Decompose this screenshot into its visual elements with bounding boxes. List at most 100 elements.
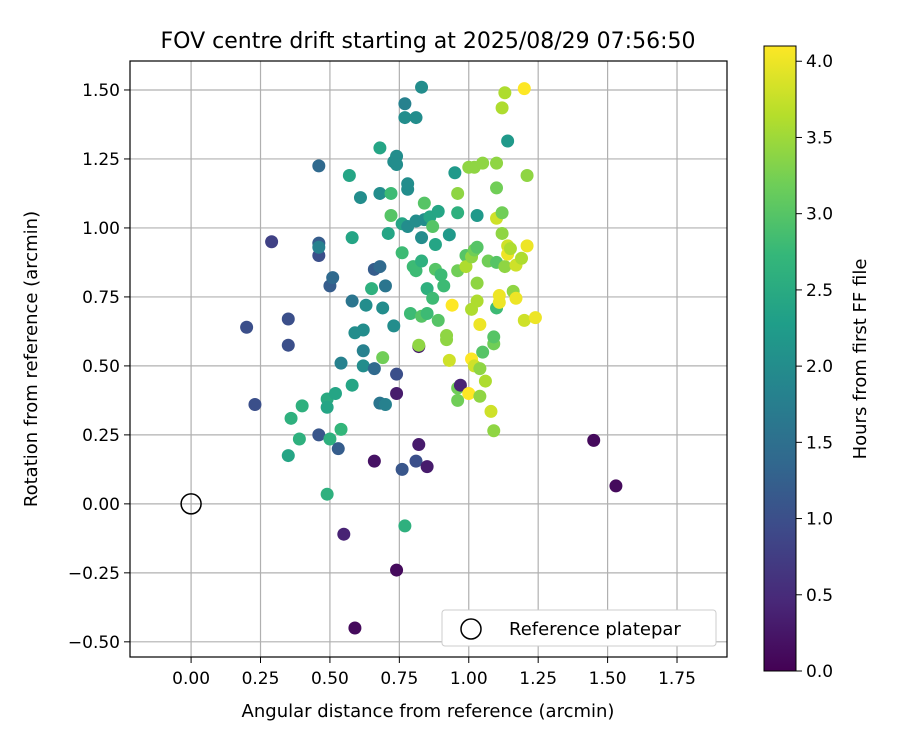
legend-box: [441, 609, 717, 647]
data-point: [367, 362, 381, 376]
data-point: [437, 279, 451, 293]
data-point: [381, 226, 395, 240]
y-axis-label: Rotation from reference (arcmin): [21, 211, 42, 507]
data-point: [356, 359, 370, 373]
data-point: [453, 378, 467, 392]
chart-title: FOV centre drift starting at 2025/08/29 …: [161, 29, 696, 54]
data-point: [498, 260, 512, 274]
data-point: [501, 134, 515, 148]
data-point: [495, 206, 509, 220]
data-point: [492, 289, 506, 303]
data-point: [609, 479, 623, 493]
y-tick-label: 1.50: [82, 81, 120, 101]
colorbar-tick-label: 4.0: [806, 52, 833, 72]
data-point: [265, 235, 279, 249]
x-tick-layer: 0.00 0.25 0.50 0.75 1.00 1.25 1.50 1.75: [172, 657, 696, 689]
data-point: [434, 268, 448, 282]
data-point: [367, 454, 381, 468]
data-point: [284, 411, 298, 425]
x-tick-label: 0.75: [380, 669, 418, 689]
data-point: [470, 240, 484, 254]
data-point: [398, 111, 412, 125]
data-point: [345, 378, 359, 392]
colorbar-tick-layer: 0.0 0.5 1.0 1.5 2.0 2.5 3.0 3.5 4.0: [796, 52, 833, 682]
data-point: [345, 231, 359, 245]
data-point: [442, 353, 456, 367]
data-point: [417, 196, 431, 210]
data-point: [312, 428, 326, 442]
data-point: [478, 374, 492, 388]
data-point: [390, 157, 404, 171]
data-point: [420, 306, 434, 320]
x-axis-label: Angular distance from reference (arcmin): [242, 701, 615, 722]
data-point: [409, 454, 423, 468]
data-point: [415, 80, 429, 94]
colorbar-label: Hours from first FF file: [850, 259, 871, 460]
data-point: [412, 438, 426, 452]
data-point: [503, 242, 517, 256]
colorbar-tick-label: 1.0: [806, 510, 833, 530]
data-point: [390, 386, 404, 400]
data-point: [376, 301, 390, 315]
y-tick-label: −0.25: [68, 564, 120, 584]
data-point: [359, 298, 373, 312]
data-point: [409, 111, 423, 125]
data-point: [470, 276, 484, 290]
data-point: [365, 282, 379, 296]
data-point: [345, 294, 359, 308]
data-point: [509, 291, 523, 305]
data-point: [295, 399, 309, 413]
data-point: [331, 442, 345, 456]
colorbar-tick-label: 2.5: [806, 281, 833, 301]
data-point: [517, 313, 531, 327]
y-tick-label: 0.50: [82, 357, 120, 377]
colorbar-tick-label: 3.0: [806, 205, 833, 225]
data-point: [248, 398, 262, 412]
data-point: [240, 320, 254, 334]
data-point: [459, 260, 473, 274]
data-point: [426, 291, 440, 305]
data-point: [431, 313, 445, 327]
data-point: [476, 156, 490, 170]
x-tick-label: 1.75: [658, 669, 696, 689]
data-point: [395, 246, 409, 260]
data-point: [320, 400, 334, 414]
data-point: [470, 294, 484, 308]
data-point: [487, 424, 501, 438]
data-point: [442, 228, 456, 242]
data-point: [470, 209, 484, 223]
y-tick-label: 0.00: [82, 495, 120, 515]
data-point: [420, 282, 434, 296]
data-point: [376, 351, 390, 365]
data-point: [337, 527, 351, 541]
data-point: [342, 169, 356, 183]
data-point: [415, 231, 429, 245]
data-point: [420, 460, 434, 474]
data-point: [398, 519, 412, 533]
data-point: [431, 204, 445, 218]
y-tick-label: 1.00: [82, 219, 120, 239]
data-point: [476, 345, 490, 359]
data-point: [409, 264, 423, 278]
data-point: [517, 82, 531, 96]
data-point: [373, 186, 387, 200]
data-point: [395, 462, 409, 476]
data-point: [520, 239, 534, 253]
data-point: [428, 237, 442, 251]
data-point: [498, 86, 512, 100]
data-point: [281, 312, 295, 326]
reference-marker: [180, 493, 202, 515]
data-point: [451, 206, 465, 220]
colorbar-tick-label: 1.5: [806, 433, 833, 453]
points-layer: [240, 80, 623, 635]
data-point: [320, 487, 334, 501]
data-point: [353, 191, 367, 205]
data-point: [334, 356, 348, 370]
colorbar-tick-label: 2.0: [806, 357, 833, 377]
x-tick-label: 0.00: [172, 669, 210, 689]
data-point: [326, 271, 340, 285]
data-point: [495, 226, 509, 240]
data-point: [484, 404, 498, 418]
grid-layer: [130, 61, 727, 657]
